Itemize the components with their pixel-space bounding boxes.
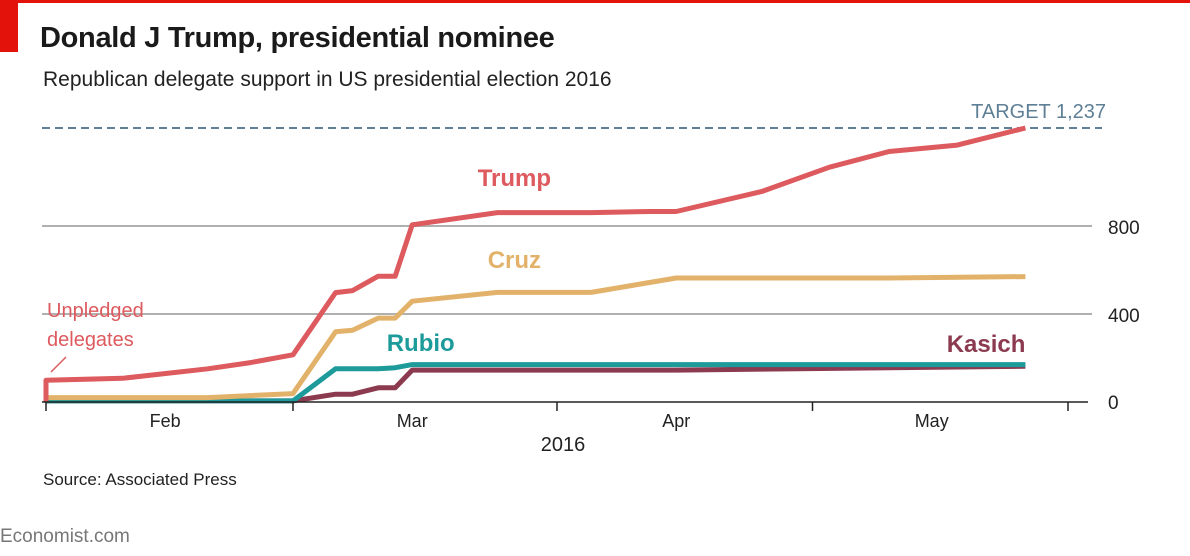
series-labels: Kasich Rubio Cruz Trump [387,165,1026,358]
source-note: Source: Associated Press [43,470,237,489]
x-axis-labels: Feb Mar Apr May [150,411,949,431]
y-tick-labels: 800 400 0 [1108,218,1140,414]
x-axis-title: 2016 [541,434,586,456]
top-rule [0,0,1190,3]
series-line-cruz [46,274,1026,401]
series-label-trump: Trump [478,165,551,192]
series-label-kasich: Kasich [947,331,1026,358]
chart-title: Donald J Trump, presidential nominee [40,22,555,54]
annotation-line-2: delegates [47,329,134,351]
series-line-trump [43,125,1027,402]
series-line-rubio [46,362,1026,404]
gridlines [42,225,1092,315]
series-label-cruz: Cruz [488,247,541,274]
series-label-rubio: Rubio [387,330,455,357]
annotation-line-1: Unpledged [47,300,144,322]
series-lines [43,125,1027,404]
chart-subtitle: Republican delegate support in US presid… [43,68,612,91]
brand-red-tab [0,0,18,52]
x-tick-label-may: May [915,411,949,431]
y-tick-label-400: 400 [1108,306,1140,327]
y-tick-label-800: 800 [1108,218,1140,239]
unpledged-annotation: Unpledged delegates [47,300,144,373]
x-tick-label-feb: Feb [150,411,181,431]
target-label: TARGET 1,237 [971,101,1106,123]
annotation-leader [50,356,67,373]
x-axis-ticks [45,402,1069,411]
x-tick-label-mar: Mar [397,411,428,431]
series-line-kasich [46,363,1026,404]
economist-logo-text: Economist.com [0,526,130,547]
y-tick-label-0: 0 [1108,393,1119,414]
x-tick-label-apr: Apr [662,411,690,431]
